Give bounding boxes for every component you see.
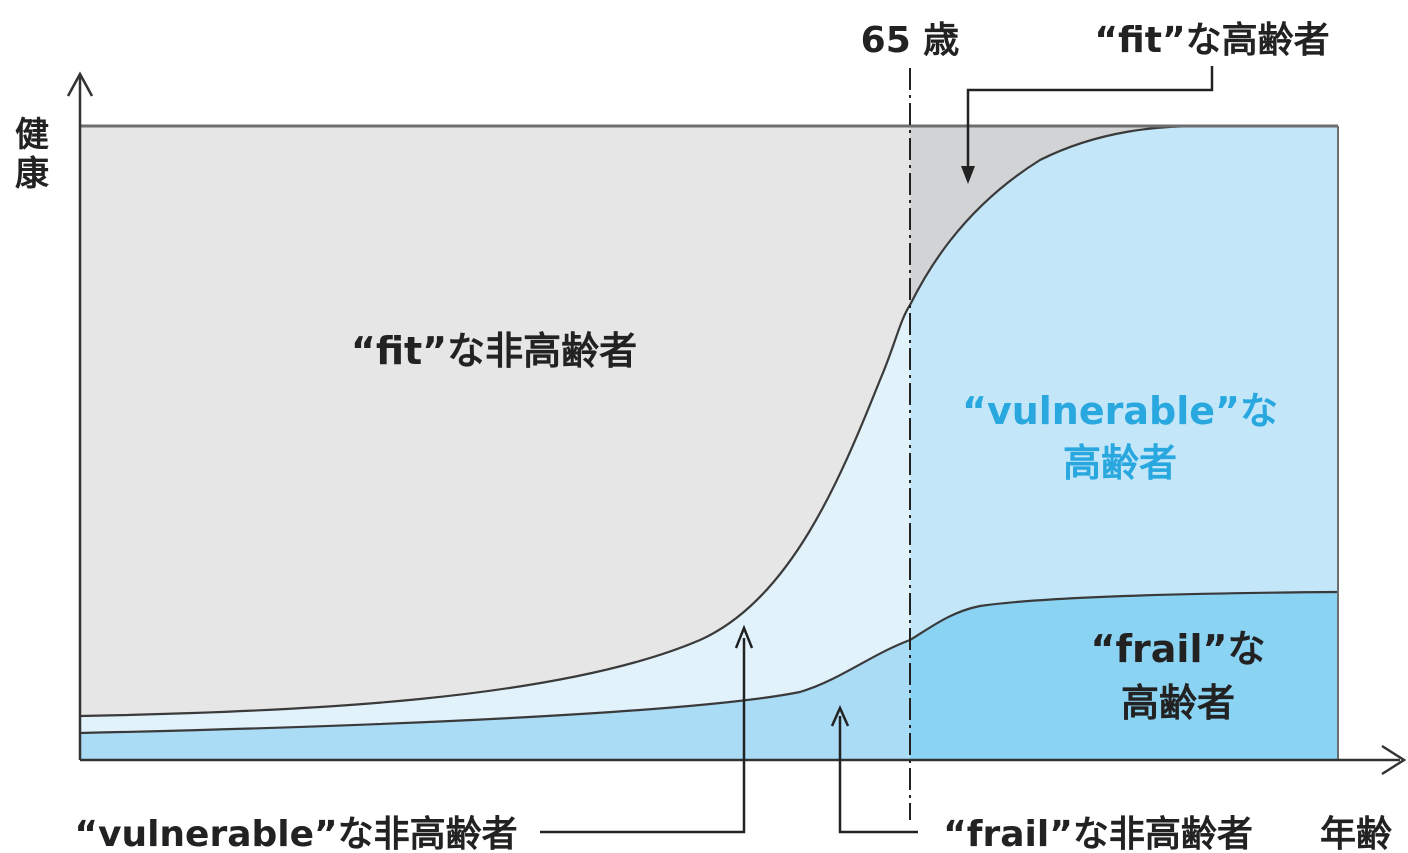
fit-boundary-curve bbox=[79, 124, 1201, 718]
fit-elderly-arrowhead-icon bbox=[961, 166, 975, 184]
frail-non-elderly-leader bbox=[838, 716, 918, 834]
frail-non-elderly-region bbox=[80, 640, 910, 760]
y-axis-label-char: 康 bbox=[15, 154, 49, 194]
frail-elderly-label-line2: 高齢者 bbox=[1121, 681, 1235, 725]
y-axis-label-char: 健 bbox=[15, 115, 49, 155]
frail-boundary-curve bbox=[79, 590, 1339, 735]
vulnerable-non-elderly-leader bbox=[540, 638, 746, 834]
age-65-label: 65 歳 bbox=[861, 20, 960, 61]
vulnerable-non-elderly-label: “vulnerable”な非高齢者 bbox=[74, 814, 517, 853]
y-axis-arrow-icon bbox=[66, 71, 94, 97]
vulnerable-non-elderly-arrowhead-icon bbox=[734, 624, 754, 649]
frail-non-elderly-arrowhead-icon bbox=[830, 704, 850, 727]
fit-elderly-leader bbox=[966, 66, 1214, 170]
vulnerable-elderly-label-line2: 高齢者 bbox=[1063, 441, 1177, 485]
x-axis-label: 年齢 bbox=[1320, 814, 1392, 853]
vulnerable-elderly-label-line1: “vulnerable”な bbox=[962, 389, 1278, 433]
frail-elderly-region bbox=[910, 592, 1338, 760]
vulnerable-elderly-region bbox=[910, 126, 1338, 640]
fit-elderly-label: “fit”な高齢者 bbox=[1094, 20, 1329, 61]
y-axis-label-char-1: 健康 bbox=[15, 115, 49, 194]
frail-elderly-label-line1: “frail”な bbox=[1091, 627, 1266, 671]
fit-non-elderly-label: “fit”な非高齢者 bbox=[351, 329, 637, 373]
frail-non-elderly-label: “frail”な非高齢者 bbox=[943, 814, 1253, 853]
x-axis-arrow-icon bbox=[1381, 744, 1407, 776]
